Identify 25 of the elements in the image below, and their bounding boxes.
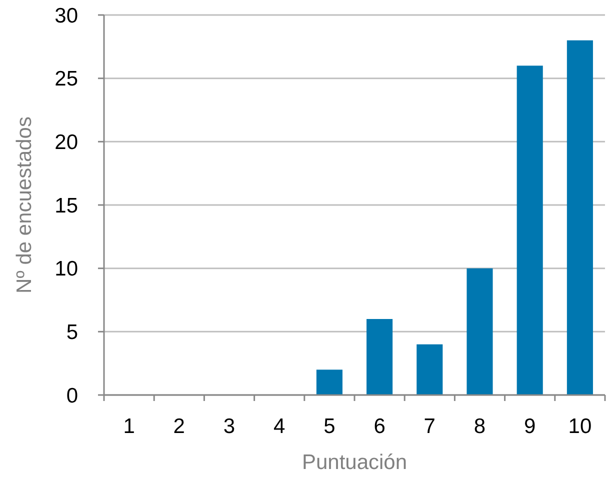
bar	[466, 268, 493, 395]
x-axis-title: Puntuación	[302, 451, 408, 474]
x-tick-label: 1	[123, 415, 135, 438]
x-tick-label: 5	[324, 415, 336, 438]
x-tick-label: 3	[223, 415, 236, 438]
y-axis-title: Nº de encuestados	[13, 116, 36, 294]
x-tick-label: 4	[274, 415, 286, 438]
bar	[416, 344, 443, 395]
x-tick-label: 7	[424, 415, 436, 438]
x-tick-label: 10	[568, 415, 592, 438]
y-tick-label: 30	[54, 4, 78, 28]
x-tick-label: 8	[474, 415, 486, 438]
bar	[566, 40, 593, 395]
y-tick-label: 25	[54, 68, 78, 91]
y-tick-label: 20	[54, 131, 78, 154]
bar	[366, 319, 393, 395]
bar	[516, 66, 543, 395]
x-tick-label: 9	[524, 415, 536, 438]
y-tick-label: 10	[54, 258, 78, 281]
bar	[316, 370, 342, 395]
y-tick-label: 15	[54, 194, 78, 218]
y-tick-label: 5	[66, 321, 78, 344]
x-tick-label: 2	[173, 415, 185, 438]
x-tick-label: 6	[374, 415, 386, 438]
y-tick-label: 0	[66, 384, 78, 408]
